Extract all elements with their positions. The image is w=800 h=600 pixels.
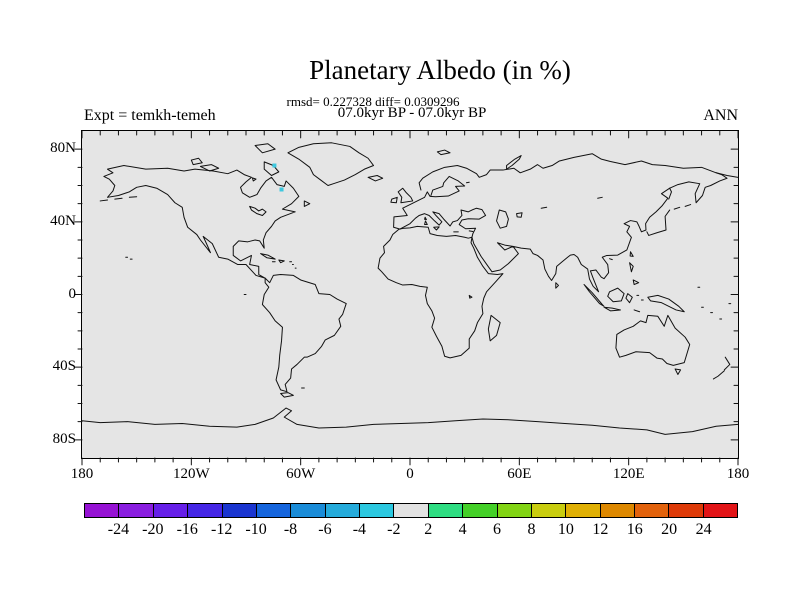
x-tick-label: 120E [612, 466, 645, 482]
experiment-label: Expt = temkh-temeh [84, 107, 216, 124]
colorbar-segment [118, 503, 154, 518]
coastlines [81, 142, 739, 435]
colorbar-tick-label: -20 [142, 521, 164, 538]
x-tick-label: 60W [286, 466, 316, 482]
colorbar-segment [702, 503, 739, 518]
coast-antarctica [81, 407, 739, 435]
coast-scandinavia-siberia [418, 153, 739, 191]
coast-greenland [287, 142, 375, 186]
colorbar-tick-label: 6 [493, 521, 502, 538]
y-tick-label: 40N [50, 212, 76, 229]
colorbar-tick-label: 4 [458, 521, 467, 538]
season-label: ANN [703, 107, 738, 124]
coast-iberia-med [399, 214, 420, 230]
colorbar-tick-label: -12 [211, 521, 233, 538]
colorbar-segment [496, 503, 532, 518]
coast-australia [615, 314, 691, 375]
colorbar-tick-label: 10 [557, 521, 574, 538]
coast-north-america [103, 165, 300, 279]
coast-pacific-islands [99, 196, 732, 320]
colorbar-segment [152, 503, 189, 518]
coast-new-zealand [712, 356, 731, 380]
colorbar-segment [634, 503, 670, 518]
colorbar-segment [84, 503, 120, 518]
colorbar-tick-label: 20 [661, 521, 678, 538]
coast-sri-lanka [555, 282, 560, 289]
colorbar-tick-label: -24 [107, 521, 130, 538]
y-tick-label: 40S [52, 358, 76, 375]
coast-lake-victoria [468, 294, 473, 299]
x-tick-label: 180 [726, 466, 750, 482]
colorbar-segment [599, 503, 635, 518]
colorbar [84, 503, 739, 518]
colorbar-segment [187, 503, 223, 518]
period-line: 07.0kyr BP - 07.0kyr BP [337, 105, 487, 121]
coast-tierra-del-fuego [280, 387, 305, 398]
coast-britain [390, 187, 414, 204]
coast-great-lakes [249, 205, 267, 216]
colorbar-tick-label: 12 [592, 521, 609, 538]
x-tick-label: 60E [507, 466, 532, 482]
colorbar-segment [359, 503, 395, 518]
world-map [74, 130, 739, 466]
anomaly-point [272, 163, 277, 168]
colorbar-segment [427, 503, 464, 518]
colorbar-tick-label: -10 [245, 521, 267, 538]
colorbar-segment [668, 503, 704, 518]
colorbar-tick-label: 2 [424, 521, 433, 538]
y-tick-label: 80N [50, 140, 76, 157]
coast-iceland [367, 175, 384, 182]
colorbar-segment [393, 503, 429, 518]
anomaly-point [279, 187, 284, 192]
stats-line: rmsd= 0.227328 diff= 0.0309296 [286, 94, 460, 109]
colorbar-segment [290, 503, 326, 518]
y-tick-label: 0 [68, 285, 77, 302]
coast-svalbard [436, 149, 451, 156]
colorbar-tick-label: -8 [283, 521, 298, 538]
map-plot-area [74, 130, 739, 466]
x-tick-label: 180 [70, 466, 94, 482]
axis-ticks [74, 130, 739, 466]
coast-med-islands [424, 216, 474, 233]
coast-madagascar [487, 314, 501, 342]
y-tick-label: 80S [52, 430, 76, 447]
coast-south-america [261, 274, 347, 393]
colorbar-tick-label: 8 [527, 521, 536, 538]
colorbar-tick-label: -2 [387, 521, 401, 538]
colorbar-tick-label: -4 [352, 521, 367, 538]
x-tick-label: 120W [172, 466, 210, 482]
coast-japan [609, 187, 692, 261]
coast-mediterranean-blacksea [418, 207, 487, 238]
anomaly-points [272, 163, 284, 192]
colorbar-segment [530, 503, 567, 518]
colorbar-tick-label: 24 [695, 521, 712, 538]
colorbar-tick-label: -6 [318, 521, 332, 538]
coast-asia-south [471, 172, 728, 293]
coast-caribbean [260, 253, 297, 269]
coast-caspian-aral [465, 181, 603, 229]
colorbar-segment [255, 503, 292, 518]
colorbar-tick-label: 16 [626, 521, 643, 538]
colorbar-segment [221, 503, 257, 518]
coast-europe-west [393, 175, 466, 230]
coast-africa [377, 225, 504, 359]
coast-novaya-zemlya [506, 155, 522, 170]
colorbar-segment [324, 503, 360, 518]
coast-arctic-islands [190, 143, 311, 207]
plot-title: Planetary Albedo (in %) [309, 55, 571, 85]
x-tick-label: 0 [406, 466, 414, 482]
colorbar-tick-label: -16 [176, 521, 198, 538]
colorbar-segment [565, 503, 601, 518]
coast-indonesia [583, 262, 685, 313]
colorbar-segment [462, 503, 498, 518]
